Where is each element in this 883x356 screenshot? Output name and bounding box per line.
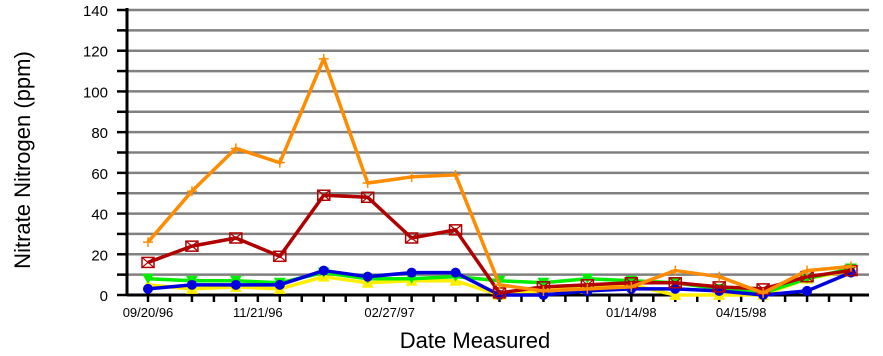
y-tick-label: 100 — [83, 84, 108, 101]
x-tick-label: 09/20/96 — [123, 305, 174, 320]
data-point — [273, 250, 287, 263]
y-tick-label: 120 — [83, 44, 108, 61]
data-point — [714, 271, 725, 282]
data-point — [230, 143, 241, 154]
data-point — [670, 265, 681, 276]
data-point — [581, 273, 594, 284]
data-point — [186, 279, 197, 290]
x-tick-label: 01/14/98 — [606, 305, 657, 320]
data-point — [274, 279, 285, 290]
data-point — [362, 271, 373, 282]
y-axis-title: Nitrate Nitrogen (ppm) — [10, 51, 35, 269]
data-point — [450, 267, 461, 278]
data-point — [846, 261, 856, 272]
series-layer — [141, 53, 858, 300]
data-point — [362, 178, 373, 189]
data-point — [448, 224, 463, 236]
x-axis-title: Date Measured — [400, 328, 550, 353]
x-tick-label: 04/15/98 — [716, 305, 767, 320]
data-point — [494, 279, 505, 290]
data-point — [404, 232, 419, 244]
x-tick-label: 02/27/97 — [364, 305, 415, 320]
data-point — [626, 281, 637, 292]
y-tick-label: 80 — [91, 125, 108, 142]
y-tick-label: 0 — [100, 288, 108, 305]
data-point — [274, 157, 285, 168]
data-point — [406, 267, 417, 278]
data-point — [143, 237, 153, 248]
data-point — [582, 283, 593, 294]
data-point — [318, 53, 329, 64]
data-point — [802, 285, 813, 296]
data-point — [450, 169, 461, 180]
data-point — [317, 189, 331, 201]
x-tick-label: 11/21/96 — [233, 305, 283, 320]
data-point — [142, 273, 154, 284]
data-point — [360, 191, 375, 204]
y-tick-label: 40 — [91, 207, 108, 224]
data-point — [143, 283, 153, 294]
grid-layer — [127, 8, 869, 276]
data-point — [186, 186, 197, 197]
y-tick-label: 140 — [83, 3, 108, 20]
data-point — [185, 240, 199, 252]
series-line — [146, 57, 852, 295]
y-tick-label: 20 — [91, 247, 108, 264]
data-point — [758, 287, 769, 298]
y-tick-label: 60 — [91, 166, 108, 183]
data-point — [537, 277, 550, 288]
data-point — [229, 232, 243, 244]
data-point — [670, 283, 681, 294]
data-point — [712, 281, 726, 293]
data-point — [802, 265, 813, 276]
data-point — [230, 279, 241, 290]
data-point — [538, 285, 549, 296]
data-point — [318, 265, 329, 276]
data-point — [406, 171, 417, 182]
data-point — [669, 289, 682, 300]
data-point — [141, 256, 155, 269]
data-point — [668, 277, 682, 289]
